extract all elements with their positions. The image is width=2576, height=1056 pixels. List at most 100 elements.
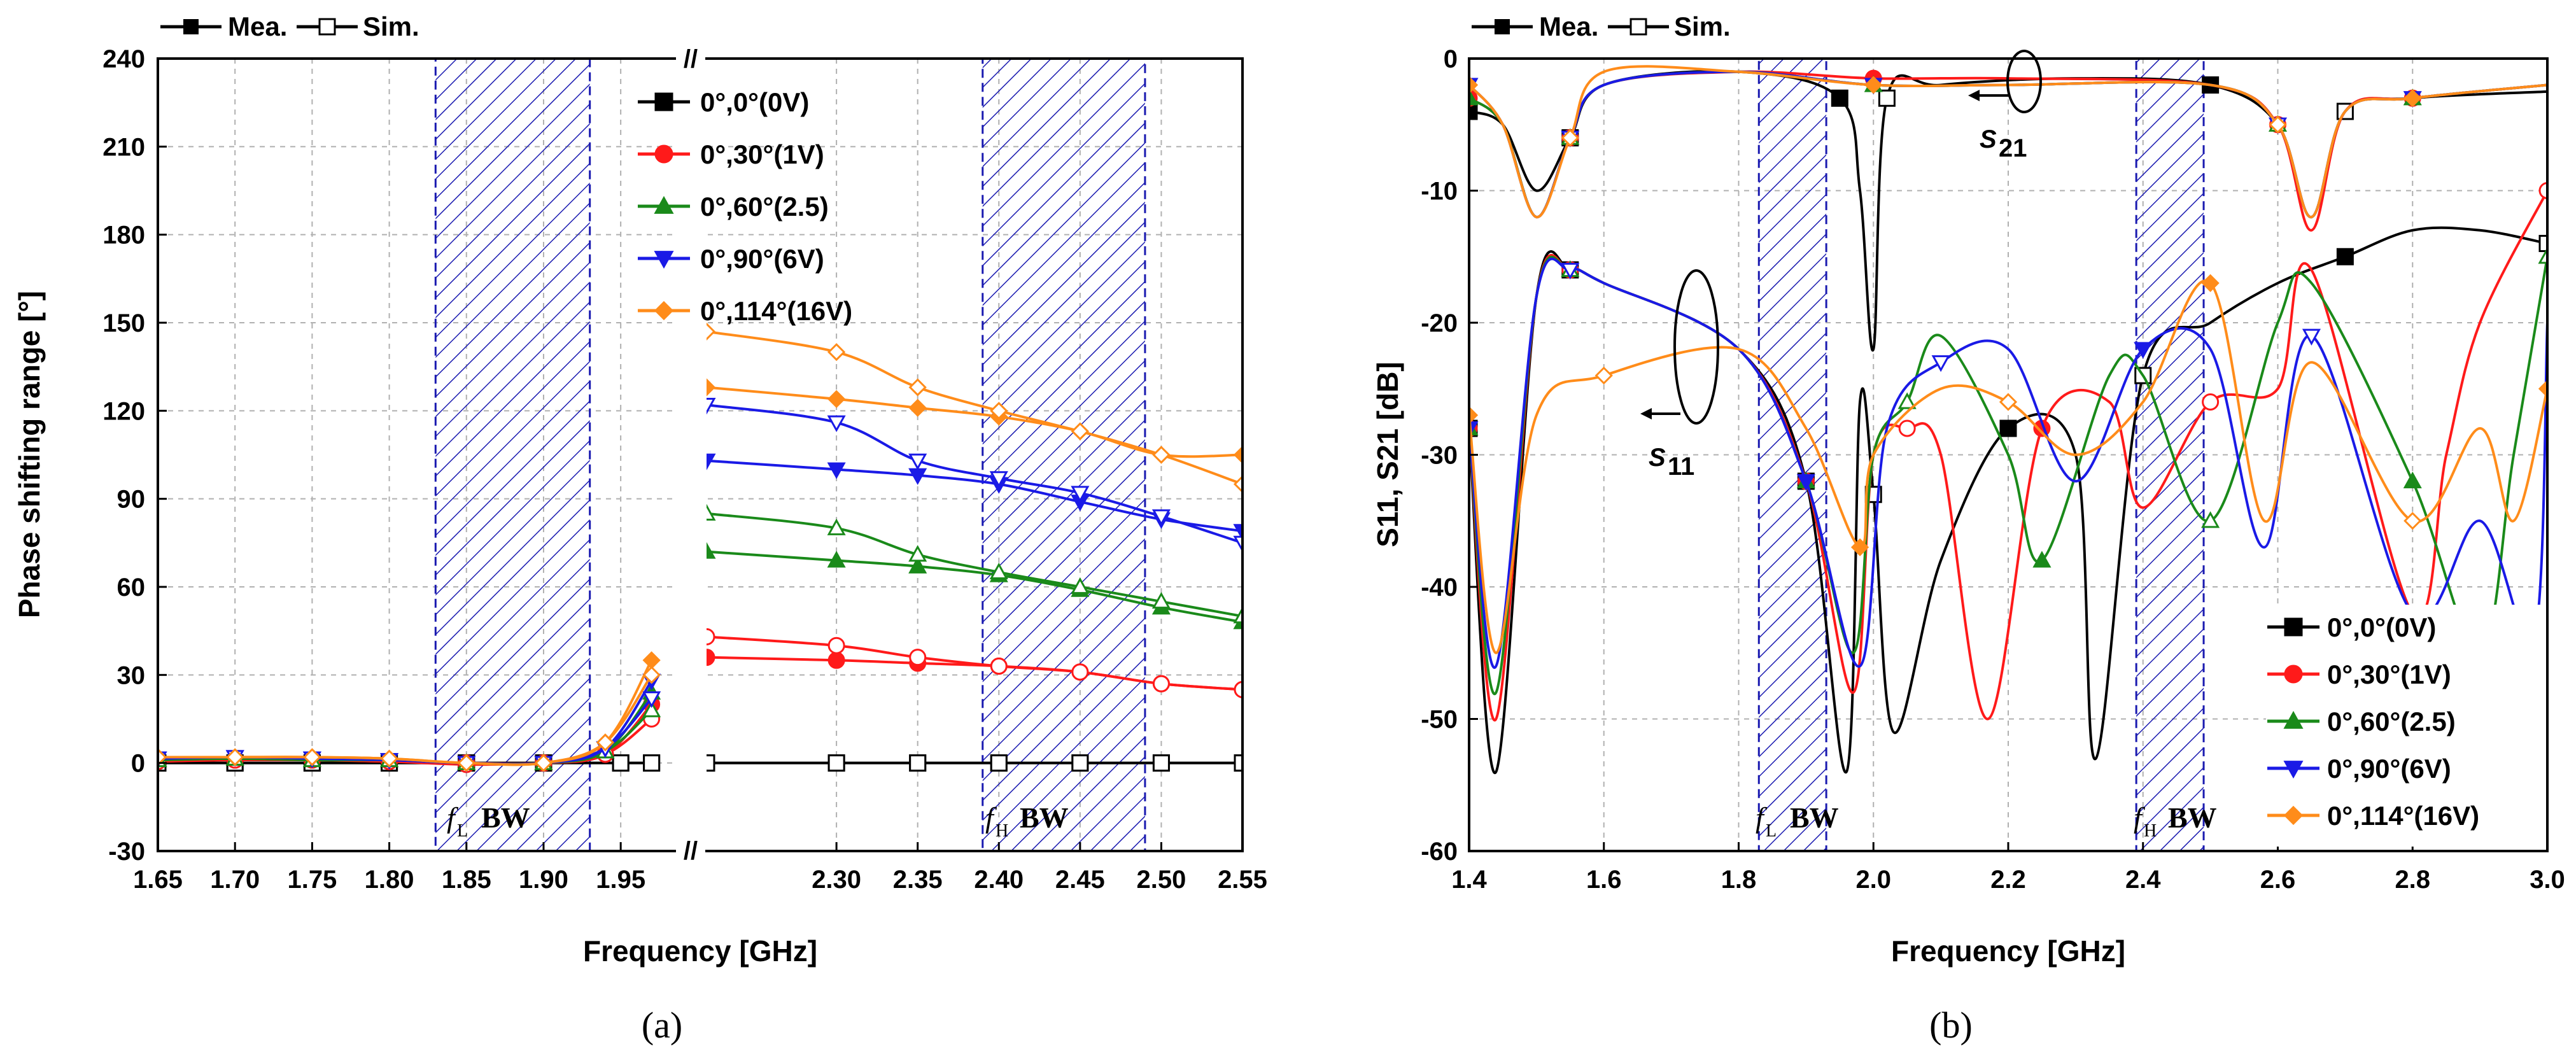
marker-legend-a: Mea. Sim. (160, 11, 419, 41)
chart-a: // // -30 0 30 60 90 120 150 180 210 240 1.65 1.70 1… (13, 11, 1267, 1046)
series-b-4-s11-point (1999, 393, 2018, 411)
series-a-1-measured-point (827, 651, 845, 669)
series-b-4-s21-point (2404, 89, 2422, 108)
series-a-1-simulated-point (990, 658, 1008, 675)
series-b-4-s11-point (2538, 379, 2547, 398)
y-tick-label-b: -40 (1421, 574, 1458, 602)
y-axis-label-b: S11, S21 [dB] (1371, 362, 1404, 547)
series-b-4-s11-point (2201, 274, 2220, 292)
mea-label: Mea. (228, 11, 287, 41)
series-a-4-simulated-point (990, 402, 1008, 420)
series-a-4-simulated-point (1152, 446, 1171, 464)
x-tick-label-a: 1.75 (287, 866, 337, 894)
series-b-3-s11-point (2134, 342, 2153, 359)
x-tick-label-a: 1.85 (442, 866, 491, 894)
legend-b-marker-1 (2284, 665, 2303, 684)
series-b-0-s21-point (1469, 102, 1478, 120)
band-sub-fl-a: L (457, 821, 468, 841)
legend-b-bg (2266, 605, 2545, 847)
series-a-2-measured-point (707, 542, 716, 559)
series-a-2-simulated-point (827, 518, 846, 535)
band-text-fh-a: BW (1020, 801, 1069, 834)
band-sub-fh-b: H (2144, 821, 2157, 841)
series-b-1-s11-point (2202, 393, 2220, 411)
series-a-1-measured-point (707, 649, 715, 666)
series-a-1-simulated-point (1071, 663, 1089, 681)
series-b-3-s11-point (1931, 355, 1950, 372)
legend-b-label-0: 0°,0°(0V) (2327, 612, 2436, 642)
x-tick-label-b: 1.4 (1451, 866, 1487, 894)
mea-marker-b (1495, 19, 1510, 34)
legend-a-marker-4 (654, 300, 674, 321)
series-b-3-s11-point (1796, 474, 1815, 491)
legend-a-marker-2 (654, 195, 674, 214)
y-tick-label-b: -60 (1421, 838, 1458, 866)
series-b-4-s21-point (1561, 129, 1579, 147)
x-tick-label-a: 2.30 (812, 866, 861, 894)
axis-break-top-gap (676, 38, 705, 64)
series-a-4-simulated-point (707, 322, 716, 341)
axis-break-bottom: // (684, 837, 698, 865)
marker-legend-b: Mea. Sim. (1472, 11, 1731, 41)
legend-b-label-3: 0°,90°(6V) (2327, 754, 2451, 784)
legend-b-marker-3 (2283, 761, 2304, 779)
y-tick-label-a: 30 (117, 661, 146, 689)
series-b-4-s11-point (1469, 406, 1479, 425)
x-axis-label-b: Frequency [GHz] (1891, 934, 2125, 968)
series-a-2-simulated-point (1233, 607, 1242, 624)
sim-marker (318, 18, 336, 36)
series-a-1-simulated-point (909, 649, 927, 666)
series-b-4-s11-point (1850, 538, 1869, 556)
chart-b: 1.4 1.6 1.8 2.0 2.2 2.4 2.6 2.8 3.0 0 -10 -20 -30 -40… (1371, 11, 2565, 1046)
series-a-2-measured-point (827, 551, 846, 568)
caption-a: (a) (642, 1004, 682, 1046)
series-a-2-simulated-point (1071, 577, 1090, 595)
series-b-0-s11-line (1469, 226, 2547, 775)
series-a-2-simulated-point (908, 545, 927, 562)
series-a-0-simulated-point (643, 754, 661, 772)
legend-a-label-0: 0°,0°(0V) (700, 87, 809, 117)
series-b-4-s11-point (2404, 512, 2422, 530)
x-tick-label-a: 2.45 (1055, 866, 1105, 894)
series-b-2-s11-point (2403, 471, 2422, 489)
y-tick-label-b: -30 (1421, 442, 1458, 470)
sim-label: Sim. (363, 11, 419, 41)
series-a-4-simulated-point (534, 754, 553, 772)
legend-b-label-2: 0°,60°(2.5) (2327, 707, 2456, 736)
series-a-4-simulated-point (908, 378, 927, 397)
series-a-3-simulated-point (1151, 509, 1171, 526)
ticks-b: 1.4 1.6 1.8 2.0 2.2 2.4 2.6 2.8 3.0 0 -10 -20 -30 -40… (1421, 45, 2565, 894)
band-b-0 (1757, 57, 1827, 852)
y-tick-label-a: 60 (117, 574, 146, 602)
series-a-4-simulated-point (1071, 422, 1089, 440)
legend-b-label-1: 0°,30°(1V) (2327, 659, 2451, 689)
y-axis-label-a: Phase shifting range [°] (13, 291, 46, 618)
series-b-2-s21-point (1469, 88, 1479, 106)
x-tick-label-a: 1.80 (365, 866, 414, 894)
sim-label-b: Sim. (1674, 11, 1731, 41)
series-b-2-s11-point (1897, 392, 1917, 409)
x-tick-label-a: 1.90 (519, 866, 568, 894)
x-axis-label-a: Frequency [GHz] (583, 934, 817, 968)
legend-a: 0°,0°(0V) 0°,30°(1V) 0°,60°(2.5) 0°,90°(6V)… (638, 87, 852, 326)
series-a-3-measured-point (707, 453, 716, 470)
s11-label: S (1649, 444, 1666, 472)
series-a-2-simulated-point (1151, 591, 1171, 609)
x-tick-label-a: 1.70 (210, 866, 260, 894)
x-tick-label-a: 2.40 (974, 866, 1024, 894)
ticks-a: -30 0 30 60 90 120 150 180 210 240 1.65 1.70 1.75 1.8… (102, 45, 1267, 894)
band-text-fl-b: BW (1790, 801, 1839, 834)
axis-break-bottom-gap (676, 840, 705, 866)
s11-annotation: S 11 (1640, 269, 1719, 481)
series-b-0-s11-point (2538, 235, 2547, 252)
legend-b-marker-0 (2284, 617, 2303, 637)
series-b-4-s21-point (2269, 115, 2287, 134)
y-tick-label-a: 210 (102, 133, 145, 161)
x-tick-label-b: 2.6 (2260, 866, 2296, 894)
series-b-2-s11-point (2032, 551, 2052, 568)
mea-marker (183, 19, 199, 34)
band-b-1 (2135, 57, 2205, 852)
legend-a-marker-3 (654, 251, 674, 269)
y-tick-label-a: 240 (102, 45, 145, 73)
series-b-4-s21-point (1469, 76, 1479, 94)
